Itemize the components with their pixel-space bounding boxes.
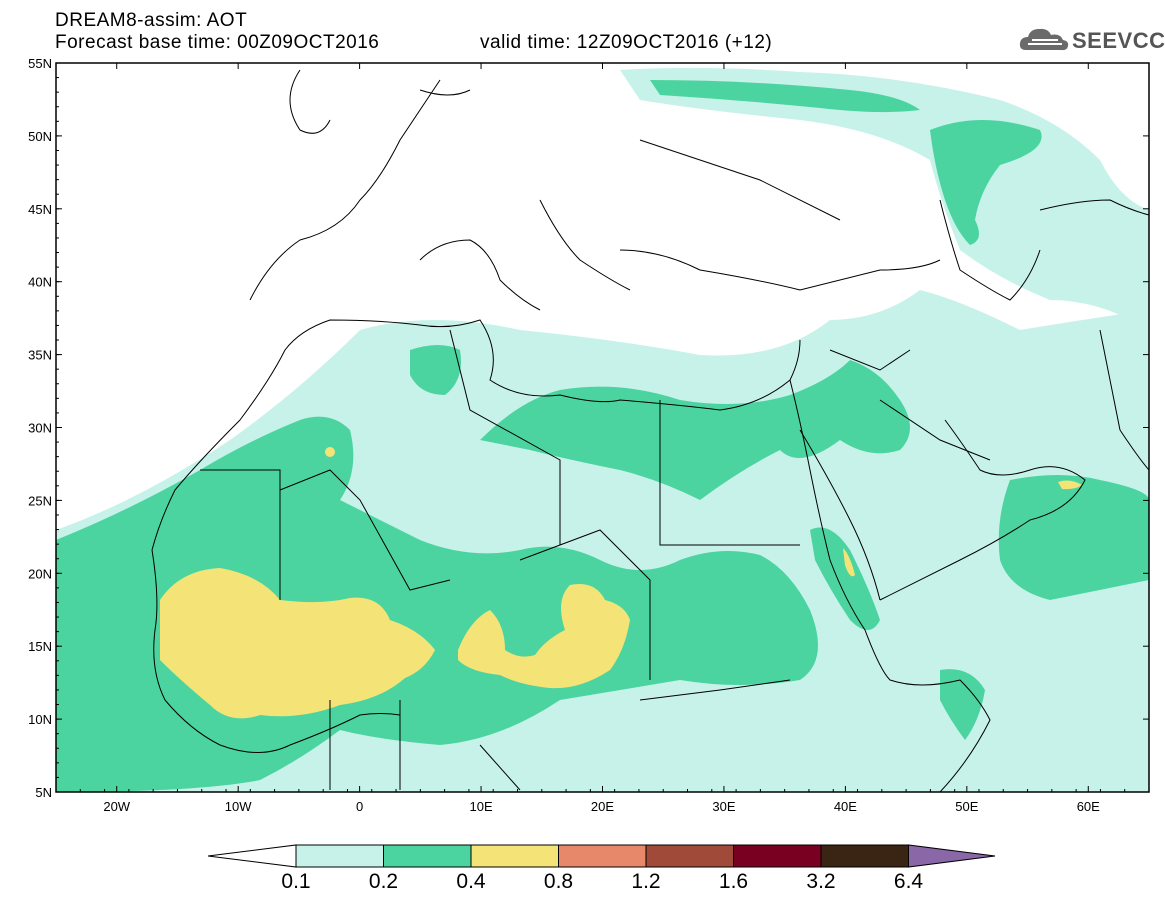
- legend-label: 1.6: [719, 870, 748, 893]
- lat-label: 40N: [28, 275, 52, 290]
- coastlines: [151, 69, 1149, 792]
- lon-label: 40E: [834, 799, 857, 814]
- lat-label: 45N: [28, 202, 52, 217]
- lon-label: 10W: [225, 799, 252, 814]
- lon-label: 20W: [103, 799, 130, 814]
- lon-label: 60E: [1077, 799, 1100, 814]
- legend-label: 0.1: [281, 870, 310, 893]
- legend-swatch: [558, 844, 647, 868]
- legend-label: 0.4: [456, 870, 486, 893]
- logo-text: SEEVCCC: [1072, 28, 1165, 53]
- lat-label: 30N: [28, 421, 52, 436]
- lat-label: 10N: [28, 712, 52, 727]
- seevccc-logo: SEEVCCC: [1018, 24, 1165, 56]
- legend-swatch: [383, 844, 472, 868]
- latitude-axis: 55N 50N 45N 40N 35N 30N 25N 20N 15N 10N 5N: [28, 56, 1149, 800]
- cloud-icon: [1019, 28, 1069, 51]
- legend-swatch: [207, 844, 297, 868]
- map-title: DREAM8-assim: AOT: [55, 10, 248, 31]
- legend-swatch: [820, 844, 909, 868]
- lon-label: 10E: [469, 799, 492, 814]
- legend-label: 3.2: [806, 870, 835, 893]
- legend-swatch: [295, 844, 384, 868]
- lat-label: 25N: [28, 493, 52, 508]
- legend-label: 0.2: [369, 870, 398, 893]
- longitude-axis: 20W 10W 0 10E 20E 30E 40E 50E 60E: [55, 63, 1150, 814]
- lon-label: 20E: [591, 799, 614, 814]
- lat-label: 35N: [28, 348, 52, 363]
- legend-swatch: [645, 844, 734, 868]
- lon-label: 50E: [955, 799, 978, 814]
- forecast-base-time: Forecast base time: 00Z09OCT2016: [55, 32, 380, 53]
- legend-label: 6.4: [894, 870, 924, 893]
- lat-label: 15N: [28, 639, 52, 654]
- valid-time: valid time: 12Z09OCT2016 (+12): [480, 32, 773, 53]
- legend-swatch: [908, 844, 996, 868]
- lat-label: 55N: [28, 56, 52, 71]
- lat-label: 20N: [28, 566, 52, 581]
- aot-field: [56, 63, 1149, 792]
- legend-swatch: [470, 844, 559, 868]
- lon-label: 0: [356, 799, 363, 814]
- legend-label: 1.2: [631, 870, 660, 893]
- legend-swatch: [733, 844, 822, 868]
- lat-label: 50N: [28, 129, 52, 144]
- lat-label: 5N: [35, 785, 52, 800]
- lon-label: 30E: [712, 799, 735, 814]
- legend-label: 0.8: [544, 870, 573, 893]
